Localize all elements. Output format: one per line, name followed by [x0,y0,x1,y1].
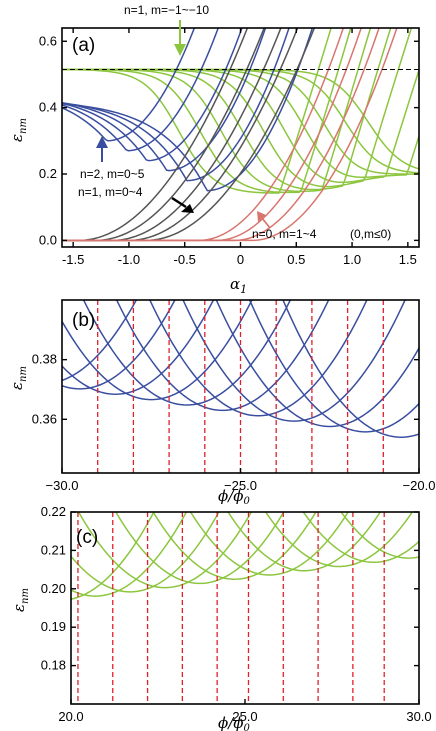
y-tick-label: 0.0 [39,232,57,247]
annotation-n1-mneg: n=1, m=−1~−10 [124,3,209,17]
series-green-curve [62,68,419,175]
series-curve [302,512,419,564]
panel-b-ylabel: εnm [8,366,29,390]
series-curve [227,512,382,572]
panel-a-ticks: -1.5 -1.0 -0.5 0 0.5 1.0 1.5 0.0 0.2 0.4 0.6 [39,28,419,267]
panel-c: 20.0 25.0 30.0 0.18 0.19 0.20 0.21 0.22 (c) ϕ/ϕ… [10,504,432,731]
panel-c-curves [71,512,419,704]
annotation-n0: n=0, m=1~4 [252,227,317,241]
panel-b-xlabel: ϕ/ϕ0 [218,487,251,507]
arrow-green [174,20,186,56]
series-curve [62,300,138,382]
x-tick-label: 1.0 [343,252,361,267]
x-tick-label: −20.0 [403,478,436,493]
x-tick-label: 1.5 [399,252,417,267]
panel-c-label: (c) [76,527,98,548]
y-tick-label: 0.19 [41,619,66,634]
series-curve [62,300,215,396]
panel-a-label: (a) [72,35,95,56]
y-tick-label: 0.36 [32,411,57,426]
series-curve [71,512,155,600]
y-tick-label: 0.38 [32,352,57,367]
y-tick-label: 0.2 [39,166,57,181]
series-curve [189,512,350,576]
panel-b: −30.0 −25.0 −20.0 0.36 0.38 (b) ϕ/ϕ0 εnm [8,299,436,507]
y-tick-label: 0.22 [41,504,66,519]
panel-a-curves [62,28,419,242]
annotation-0-mle0: (0,m≤0) [350,227,391,241]
x-tick-label: -0.5 [174,252,196,267]
series-blue-curve [62,28,267,172]
panel-a-ylabel: εnm [8,118,29,142]
x-tick-label: -1.5 [62,252,84,267]
series-red-curve [62,28,398,242]
series-curve [62,300,176,390]
series-curve [115,300,330,412]
arrow-black [171,196,194,213]
series-curve [282,300,419,438]
x-tick-label: 0.5 [287,252,305,267]
x-tick-label: 25.0 [232,709,257,724]
series-gray-curve [62,28,249,242]
series-green-curve [62,28,352,194]
series-blue-curve [62,28,243,162]
annotation-n2: n=2, m=0~5 [80,167,145,181]
series-curve [62,300,253,401]
x-tick-label: −25.0 [224,478,257,493]
x-tick-label: −30.0 [46,478,79,493]
y-tick-label: 0.20 [41,581,66,596]
x-tick-label: 30.0 [406,709,431,724]
panel-b-label: (b) [72,310,95,331]
y-tick-label: 0.6 [39,33,57,48]
series-curve [77,512,253,589]
x-tick-label: 0 [237,252,244,267]
series-curve [248,300,419,433]
y-tick-label: 0.21 [41,542,66,557]
panel-c-ylabel: εnm [10,588,31,612]
panel-c-ticks: 20.0 25.0 30.0 0.18 0.19 0.20 0.21 0.22 [41,504,432,724]
x-tick-label: -1.0 [118,252,140,267]
panel-b-curves [62,300,419,473]
series-curve [340,512,419,559]
arrow-red [257,211,271,229]
series-green-curve [62,28,332,194]
series-curve [71,512,220,593]
x-tick-label: 20.0 [58,709,83,724]
series-green-curve [62,68,419,184]
series-curve [115,512,285,585]
panel-a-xlabel: α1 [230,275,247,296]
series-blue-curve [62,28,196,142]
series-curve [152,512,317,580]
y-tick-label: 0.4 [39,100,57,115]
series-blue-curve [62,28,290,182]
series-blue-curve [62,28,220,152]
series-curve [264,512,414,568]
y-tick-label: 0.18 [41,658,66,673]
panel-c-xlabel: ϕ/ϕ0 [218,714,251,731]
annotation-n1-mpos: n=1, m=0~4 [78,185,143,199]
panel-a: -1.5 -1.0 -0.5 0 0.5 1.0 1.5 0.0 0.2 0.4 0.6 (a) α… [8,3,420,296]
series-curve [71,512,188,597]
panel-b-ticks: −30.0 −25.0 −20.0 0.36 0.38 [32,352,436,493]
arrow-blue [96,136,108,162]
series-green-curve [62,68,419,178]
series-gray-curve [62,28,265,242]
